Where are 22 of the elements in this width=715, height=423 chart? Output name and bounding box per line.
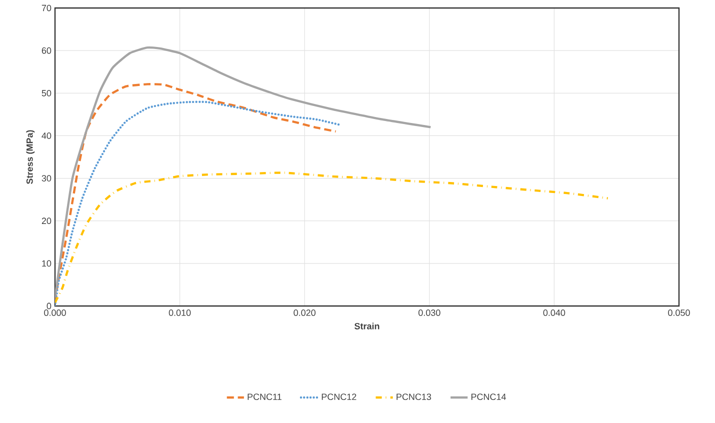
y-tick-label: 70: [42, 4, 52, 12]
legend-label: PCNC13: [396, 394, 432, 400]
y-tick-label: 10: [42, 260, 52, 267]
legend-label: PCNC14: [471, 394, 506, 400]
y-tick-label: 20: [42, 218, 52, 224]
y-axis-title: Stress (MPa): [26, 130, 35, 184]
line-series: [55, 172, 609, 304]
x-tick-label: 0.020: [294, 310, 316, 316]
legend-label: PCNC12: [322, 394, 356, 400]
y-tick-label: 50: [42, 90, 52, 96]
y-tick-label: 0: [46, 302, 52, 310]
x-tick-label: 0.030: [418, 310, 440, 316]
y-tick-label: 60: [42, 47, 52, 54]
x-tick-label: 0.040: [543, 310, 566, 316]
y-tick-label: 40: [42, 132, 52, 139]
x-tick-label: 0.000: [44, 310, 66, 316]
x-tick-label: 0.010: [168, 310, 191, 316]
line-series: [55, 46, 432, 299]
x-tick-label: 0.050: [668, 310, 690, 316]
y-tick-label: 30: [42, 175, 52, 182]
x-axis-title: Strain: [354, 322, 380, 330]
legend-label: PCNC11: [248, 394, 282, 400]
